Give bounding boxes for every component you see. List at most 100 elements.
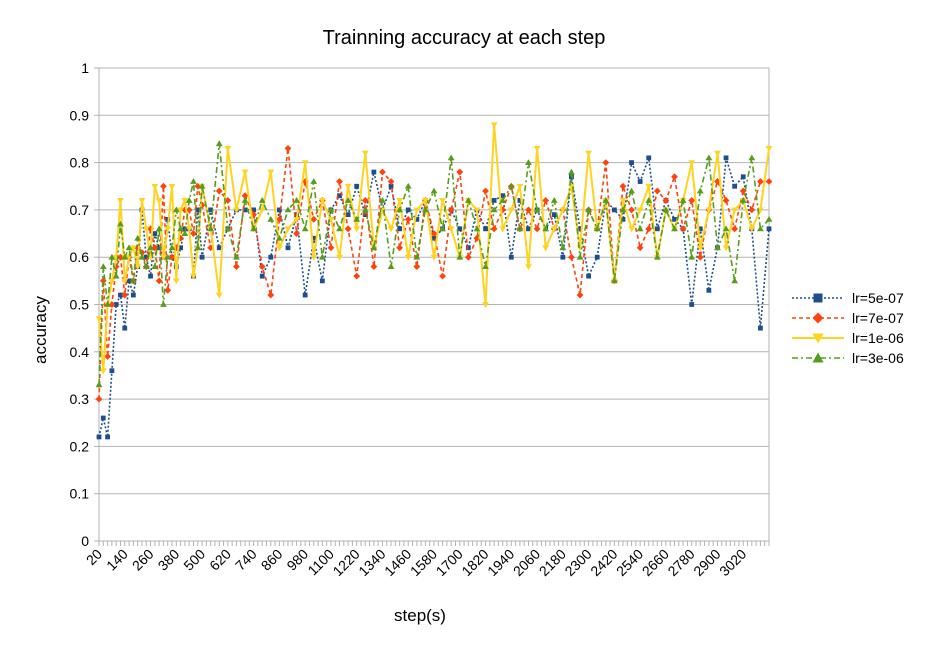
data-point xyxy=(195,207,201,213)
data-point xyxy=(155,277,163,285)
data-point xyxy=(241,197,249,203)
data-point xyxy=(147,244,154,251)
data-point xyxy=(731,277,739,284)
data-point xyxy=(473,207,481,214)
data-point xyxy=(134,234,142,241)
data-point xyxy=(371,169,377,175)
data-point xyxy=(104,353,111,360)
data-point xyxy=(199,254,205,260)
data-point xyxy=(585,150,593,157)
data-point xyxy=(125,244,133,251)
data-point xyxy=(353,226,361,233)
data-point xyxy=(499,197,507,203)
data-point xyxy=(757,178,764,185)
data-point xyxy=(285,245,291,251)
data-point xyxy=(413,263,421,271)
data-point xyxy=(636,207,644,214)
data-point xyxy=(576,291,584,299)
data-point xyxy=(207,225,215,232)
data-point xyxy=(121,253,129,260)
data-point xyxy=(160,301,167,307)
data-point xyxy=(241,169,249,176)
data-point xyxy=(310,215,318,223)
data-point xyxy=(152,231,158,236)
data-point xyxy=(241,192,249,200)
data-point xyxy=(95,395,103,403)
data-point xyxy=(224,146,232,152)
legend-item: lr=1e-06 xyxy=(792,330,904,346)
legend-label: lr=5e-07 xyxy=(852,290,904,306)
data-point xyxy=(172,206,180,213)
data-point xyxy=(208,207,214,213)
legend-item: lr=7e-07 xyxy=(792,310,904,326)
data-point xyxy=(697,226,703,232)
data-point xyxy=(344,183,352,190)
data-point xyxy=(164,286,172,294)
data-point xyxy=(456,168,464,176)
data-point xyxy=(457,226,463,232)
data-point xyxy=(413,207,421,214)
data-point xyxy=(404,254,412,261)
data-point xyxy=(628,226,635,233)
data-point xyxy=(117,198,124,204)
y-tick-label: 1 xyxy=(81,60,89,76)
data-point xyxy=(413,253,421,260)
data-point xyxy=(465,245,471,251)
data-point xyxy=(705,207,713,214)
data-point xyxy=(517,198,523,203)
data-point xyxy=(215,292,223,299)
data-point xyxy=(224,225,232,232)
data-point xyxy=(276,207,282,213)
y-tick-label: 0.8 xyxy=(70,155,90,171)
data-point xyxy=(361,206,369,213)
data-point xyxy=(705,154,713,161)
y-tick-label: 0.1 xyxy=(70,486,90,502)
data-point xyxy=(185,197,193,203)
data-point xyxy=(516,225,524,232)
data-point xyxy=(160,182,167,190)
data-point xyxy=(258,207,266,214)
data-point xyxy=(688,197,696,204)
data-point xyxy=(258,263,266,271)
data-point xyxy=(160,254,167,261)
data-point xyxy=(679,197,687,203)
data-point xyxy=(190,273,197,280)
data-point xyxy=(379,168,386,176)
data-point xyxy=(354,183,360,189)
data-point xyxy=(550,226,558,233)
data-point xyxy=(178,245,184,251)
legend-label: lr=3e-06 xyxy=(852,350,904,366)
data-point xyxy=(748,226,756,233)
y-tick-label: 0.3 xyxy=(70,391,90,407)
data-point xyxy=(482,302,489,308)
data-point xyxy=(142,263,150,270)
data-point xyxy=(602,159,610,166)
data-point xyxy=(284,226,292,233)
data-point xyxy=(310,178,318,184)
data-point xyxy=(117,220,124,227)
data-point xyxy=(585,206,593,213)
data-point xyxy=(645,225,653,233)
data-point xyxy=(397,226,403,232)
data-point xyxy=(439,272,446,280)
legend-marker xyxy=(813,293,823,303)
data-point xyxy=(516,183,524,190)
data-point xyxy=(758,325,763,331)
chart-title: Trainning accuracy at each step xyxy=(323,27,606,49)
data-point xyxy=(259,273,265,279)
data-point xyxy=(215,140,223,147)
y-tick-label: 0.6 xyxy=(70,249,90,265)
data-point xyxy=(620,216,626,222)
data-point xyxy=(105,434,110,440)
data-point xyxy=(619,182,627,190)
legend-item: lr=3e-06 xyxy=(792,350,904,366)
data-point xyxy=(645,183,653,190)
data-point xyxy=(508,254,514,260)
data-point xyxy=(301,225,309,232)
data-point xyxy=(765,146,773,152)
data-point xyxy=(739,197,747,203)
data-point xyxy=(387,178,395,185)
data-point xyxy=(456,253,464,260)
data-point xyxy=(242,207,248,213)
data-point xyxy=(559,244,567,251)
